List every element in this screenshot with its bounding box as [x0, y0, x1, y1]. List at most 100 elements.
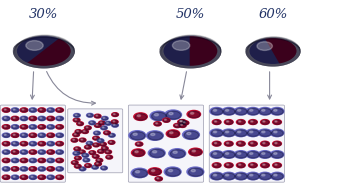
Circle shape: [98, 149, 104, 153]
Circle shape: [56, 133, 63, 137]
Circle shape: [102, 167, 104, 168]
Circle shape: [234, 129, 248, 137]
Circle shape: [110, 134, 112, 135]
Circle shape: [13, 134, 15, 135]
Circle shape: [224, 163, 233, 168]
Circle shape: [234, 108, 248, 115]
Circle shape: [148, 148, 165, 158]
Circle shape: [13, 109, 15, 110]
Circle shape: [211, 151, 223, 158]
Circle shape: [31, 126, 33, 127]
Circle shape: [213, 142, 221, 146]
Circle shape: [131, 168, 148, 178]
Circle shape: [237, 163, 245, 168]
Circle shape: [22, 126, 24, 127]
Circle shape: [137, 143, 139, 144]
Circle shape: [29, 116, 37, 121]
Circle shape: [109, 141, 115, 144]
Circle shape: [49, 134, 51, 135]
Circle shape: [96, 115, 98, 116]
PathPatch shape: [159, 34, 221, 68]
Circle shape: [21, 167, 28, 171]
Circle shape: [58, 176, 60, 177]
Circle shape: [56, 175, 63, 179]
Circle shape: [48, 133, 54, 137]
Circle shape: [14, 36, 75, 70]
Circle shape: [40, 117, 42, 119]
Circle shape: [31, 134, 33, 135]
Circle shape: [165, 110, 182, 119]
Circle shape: [56, 176, 63, 179]
Circle shape: [22, 143, 24, 144]
Circle shape: [181, 124, 182, 125]
Circle shape: [58, 134, 60, 135]
Circle shape: [40, 159, 42, 160]
Circle shape: [225, 174, 229, 176]
Circle shape: [183, 122, 185, 123]
Circle shape: [22, 109, 24, 110]
Circle shape: [169, 149, 186, 158]
Circle shape: [274, 174, 277, 176]
Circle shape: [72, 139, 78, 142]
Circle shape: [248, 120, 257, 125]
Circle shape: [257, 42, 272, 50]
PathPatch shape: [245, 36, 301, 67]
Circle shape: [273, 142, 281, 146]
Circle shape: [49, 109, 51, 110]
Circle shape: [75, 114, 77, 115]
Circle shape: [93, 143, 99, 147]
Circle shape: [235, 130, 247, 136]
Circle shape: [80, 167, 86, 171]
Circle shape: [12, 150, 19, 154]
Circle shape: [212, 120, 221, 125]
Circle shape: [73, 133, 80, 137]
Circle shape: [71, 161, 78, 164]
Circle shape: [30, 142, 36, 146]
Circle shape: [237, 142, 245, 146]
Circle shape: [47, 158, 55, 163]
Circle shape: [4, 168, 6, 169]
Circle shape: [187, 132, 191, 135]
Circle shape: [12, 176, 19, 179]
Circle shape: [263, 164, 265, 165]
Circle shape: [30, 108, 36, 112]
Circle shape: [72, 161, 78, 164]
Circle shape: [261, 120, 269, 124]
Circle shape: [160, 36, 221, 70]
Circle shape: [213, 131, 217, 133]
Circle shape: [21, 142, 28, 146]
Circle shape: [4, 126, 6, 127]
Circle shape: [274, 131, 277, 133]
PathPatch shape: [159, 34, 221, 68]
Circle shape: [275, 143, 277, 144]
Circle shape: [270, 172, 284, 180]
Circle shape: [56, 150, 63, 154]
Circle shape: [183, 130, 200, 139]
Circle shape: [74, 147, 81, 151]
PathPatch shape: [245, 36, 301, 67]
Circle shape: [258, 151, 272, 158]
Circle shape: [154, 122, 161, 126]
Circle shape: [38, 133, 45, 137]
PathPatch shape: [159, 34, 221, 68]
Circle shape: [31, 109, 33, 110]
Circle shape: [30, 117, 36, 121]
Circle shape: [48, 167, 54, 171]
Circle shape: [173, 151, 177, 153]
Circle shape: [56, 133, 63, 137]
Circle shape: [179, 120, 186, 124]
Circle shape: [49, 126, 51, 127]
Circle shape: [211, 173, 223, 180]
Circle shape: [105, 150, 111, 154]
Circle shape: [191, 169, 195, 172]
Circle shape: [95, 132, 97, 133]
Circle shape: [49, 151, 51, 152]
Circle shape: [190, 112, 194, 114]
FancyBboxPatch shape: [209, 105, 284, 182]
Circle shape: [150, 111, 167, 121]
Wedge shape: [0, 25, 90, 77]
Circle shape: [79, 138, 86, 142]
Circle shape: [273, 163, 281, 168]
Polygon shape: [26, 37, 75, 68]
Circle shape: [155, 177, 162, 181]
